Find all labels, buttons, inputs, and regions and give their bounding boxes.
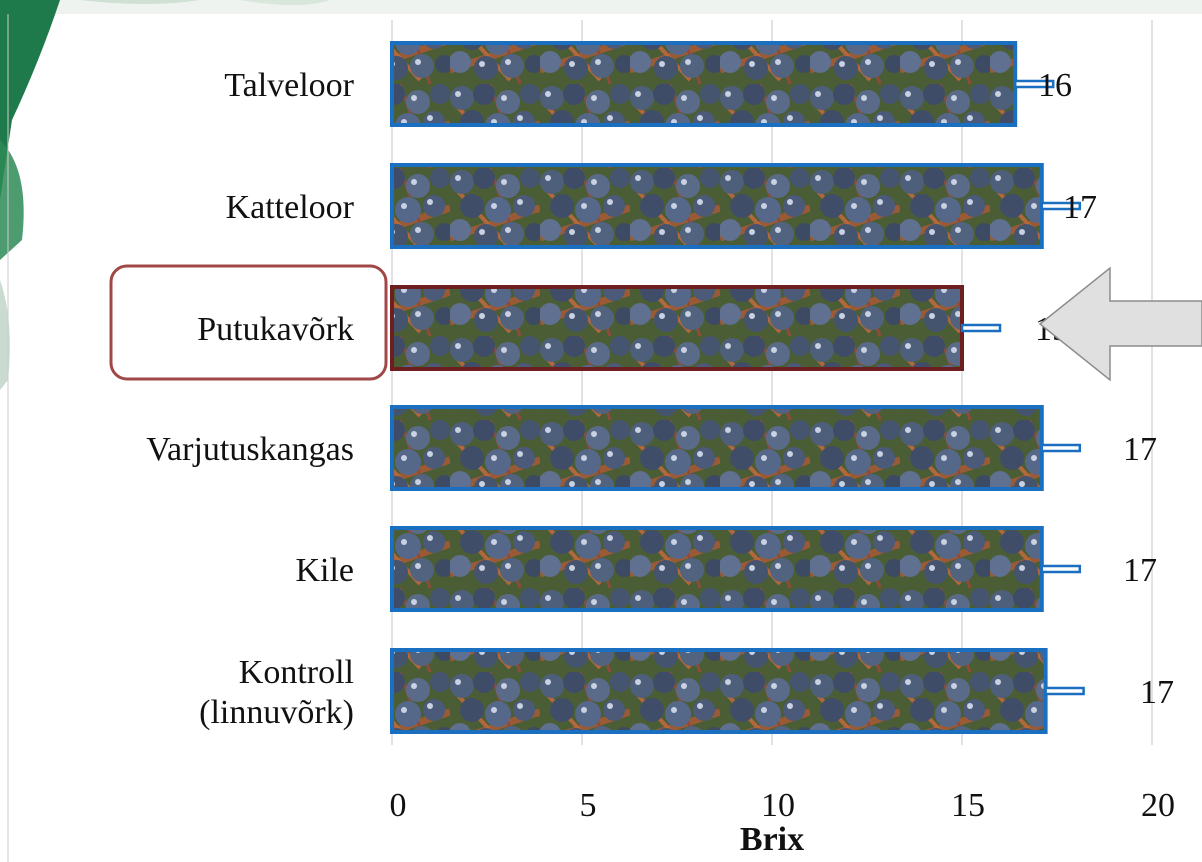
- x-tick-label: 20: [1141, 787, 1175, 824]
- bars: [390, 41, 1048, 734]
- bar: [390, 405, 1044, 491]
- error-bar: [960, 323, 1002, 333]
- category-label-line: Talveloor: [224, 67, 354, 104]
- bar: [390, 41, 1018, 127]
- left-arrow-icon: [1038, 266, 1202, 382]
- category-label: Kontroll (linnuvõrk): [199, 654, 354, 731]
- error-bar: [1013, 79, 1055, 89]
- highlight-box: [109, 264, 388, 381]
- data-label: 17: [1063, 189, 1097, 226]
- category-label: Talveloor: [224, 67, 354, 104]
- category-label-line: (linnuvõrk): [199, 694, 354, 731]
- x-tick-label: 15: [951, 787, 985, 824]
- category-labels: Talveloor Katteloor Putukavõrk Varjutuskang…: [146, 67, 354, 731]
- category-label-line: Putukavõrk: [197, 311, 354, 348]
- error-bar: [1044, 686, 1085, 696]
- data-label: 17: [1123, 431, 1157, 468]
- category-label-line: Kile: [295, 552, 354, 589]
- category-label-line: Varjutuskangas: [146, 431, 354, 468]
- category-label: Kile: [295, 552, 354, 589]
- error-bar: [1040, 564, 1082, 574]
- x-tick-label: 10: [761, 787, 795, 824]
- data-label: 16: [1038, 67, 1072, 104]
- category-label: Putukavõrk: [197, 311, 354, 348]
- x-tick-label: 5: [580, 787, 597, 824]
- bar: [390, 526, 1044, 612]
- category-label: Varjutuskangas: [146, 431, 354, 468]
- data-labels: 161715171717: [1035, 67, 1174, 711]
- category-label-line: Kontroll: [239, 654, 354, 691]
- error-bars: [960, 79, 1085, 696]
- bar: [390, 285, 964, 371]
- x-axis-title: Brix: [740, 821, 804, 858]
- error-bar: [1040, 443, 1082, 453]
- x-axis-ticks: 0 5 10 15 20: [390, 787, 1176, 824]
- error-bar: [1040, 201, 1082, 211]
- category-label-line: Katteloor: [226, 189, 355, 226]
- category-label: Katteloor: [226, 189, 355, 226]
- x-tick-label: 0: [390, 787, 407, 824]
- data-label: 17: [1123, 552, 1157, 589]
- bar: [390, 163, 1044, 249]
- gridlines: [391, 20, 1153, 745]
- bar: [390, 648, 1048, 734]
- data-label: 17: [1140, 674, 1174, 711]
